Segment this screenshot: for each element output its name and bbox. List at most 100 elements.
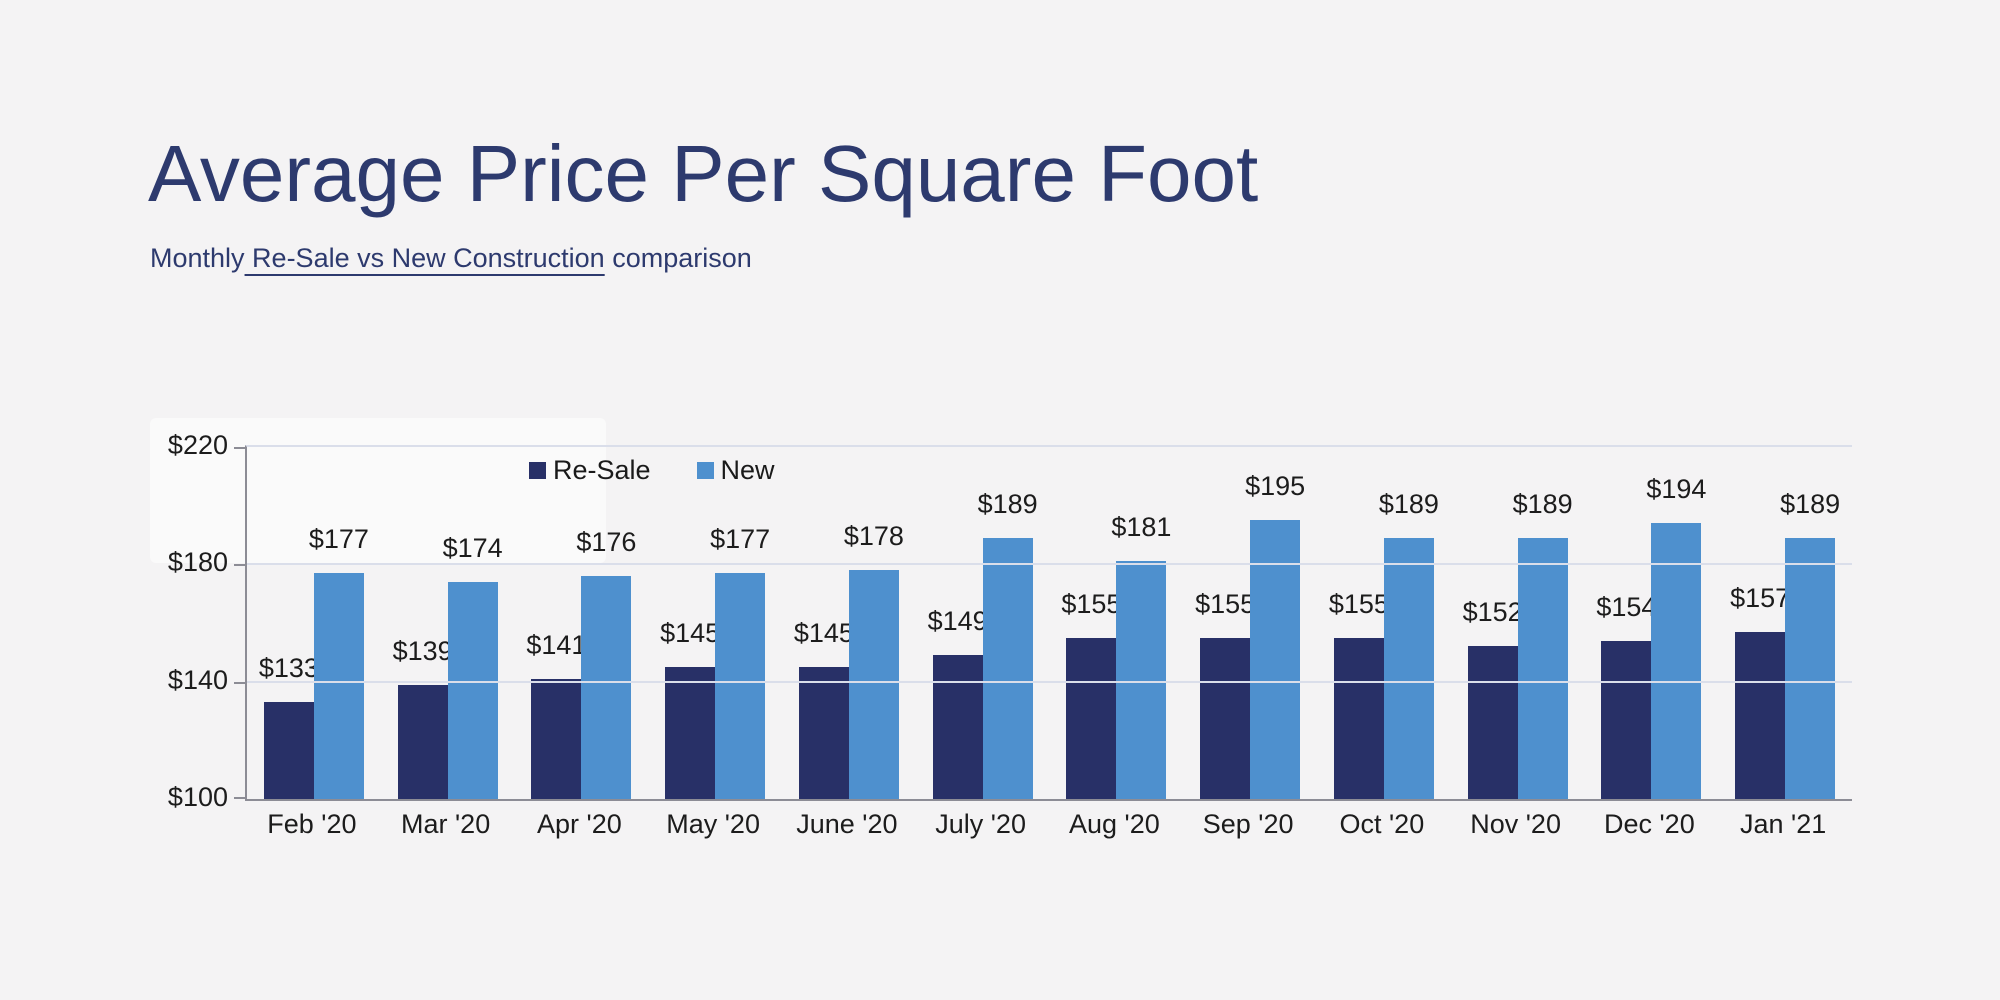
- bar-group: $152 $189: [1451, 447, 1585, 799]
- bar-pair: $155 $189: [1329, 489, 1439, 799]
- legend-item-new: New: [696, 455, 775, 486]
- x-axis-label: July '20: [935, 809, 1026, 839]
- bar-fill: [665, 667, 716, 799]
- bar-value-label: $174: [442, 532, 503, 563]
- bar-value-label: $155: [1195, 588, 1256, 619]
- bar-value-label: $152: [1462, 597, 1523, 628]
- x-axis-label: Sep '20: [1202, 809, 1294, 839]
- bar-new: $194: [1646, 474, 1706, 799]
- bar-fill: [1200, 637, 1251, 799]
- page-subtitle: Monthly Re-Sale vs New Construction comp…: [150, 243, 752, 274]
- bar-value-label: $155: [1061, 588, 1122, 619]
- legend-item-re-sale: Re-Sale: [529, 455, 651, 486]
- x-axis-label: Mar '20: [401, 809, 491, 839]
- bar-value-label: $189: [1512, 488, 1573, 519]
- bar-pair: $155 $181: [1061, 512, 1171, 799]
- plot-area: Re-Sale New $133 $177 $139 $174 $141 $176 $145 $…: [234, 445, 1852, 801]
- bar-new: $189: [1379, 489, 1439, 799]
- bar-fill: [1735, 631, 1786, 799]
- bar-fill: [313, 573, 364, 799]
- bar-fill: [397, 684, 448, 799]
- bar-fill: [932, 655, 983, 799]
- bar-value-label: $133: [258, 653, 319, 684]
- axis-tick: [234, 564, 245, 567]
- bar-value-label: $145: [660, 618, 721, 648]
- bar-pair: $133 $177: [259, 524, 369, 799]
- legend-label: New: [720, 455, 775, 485]
- bar-fill: [1250, 520, 1301, 799]
- bar-new: $189: [978, 489, 1038, 799]
- bar-re-sale: $145: [660, 618, 720, 799]
- gridline: [247, 563, 1852, 566]
- x-axis-label: Feb '20: [267, 809, 357, 839]
- bar-new: $189: [1513, 489, 1573, 799]
- bar-pair: $139 $174: [393, 533, 503, 799]
- y-axis-label: $140: [167, 664, 228, 695]
- bar-value-label: $139: [392, 635, 453, 666]
- legend-swatch-icon: [696, 462, 714, 479]
- axis-tick: [234, 681, 245, 684]
- highlight-overlay: [150, 418, 606, 563]
- bar-fill: [1333, 637, 1384, 799]
- bar-pair: $155 $195: [1195, 471, 1305, 799]
- bar-new: $181: [1111, 512, 1171, 799]
- y-axis-label: $100: [167, 782, 228, 812]
- bar-re-sale: $145: [794, 618, 854, 799]
- bar-fill: [447, 581, 498, 799]
- bar-re-sale: $133: [259, 653, 319, 799]
- bar-group: $141 $176: [515, 447, 649, 799]
- bar-fill: [1467, 646, 1518, 799]
- bar-fill: [798, 667, 849, 799]
- y-axis-label: $220: [167, 430, 228, 460]
- bar-re-sale: $155: [1061, 589, 1121, 799]
- bar-new: $189: [1780, 489, 1840, 799]
- subtitle-suffix: comparison: [604, 243, 752, 273]
- bar-group: $133 $177: [247, 447, 381, 799]
- bar-pair: $157 $189: [1730, 489, 1840, 799]
- page-title: Average Price Per Square Foot: [148, 129, 1259, 218]
- bar-value-label: $149: [927, 606, 988, 637]
- axis-tick: [234, 797, 245, 799]
- legend-swatch-icon: [529, 462, 546, 479]
- x-axis-label: Oct '20: [1339, 809, 1425, 839]
- y-axis-label: $180: [167, 547, 228, 578]
- bar-group: $145 $177: [648, 447, 782, 799]
- bar-fill: [581, 576, 632, 799]
- chart-legend: Re-Sale New: [529, 455, 775, 486]
- bar-fill: [1116, 561, 1167, 799]
- bar-value-label: $195: [1245, 471, 1306, 502]
- bar-value-label: $194: [1646, 474, 1707, 505]
- bar-pair: $141 $176: [526, 527, 636, 799]
- bar-groups: $133 $177 $139 $174 $141 $176 $145 $177 $145 $178…: [247, 447, 1852, 799]
- bar-pair: $152 $189: [1463, 489, 1573, 799]
- bar-fill: [715, 573, 766, 799]
- x-axis-label: Apr '20: [537, 809, 622, 839]
- x-axis-label: June '20: [796, 809, 898, 839]
- bar-group: $145 $178: [782, 447, 916, 799]
- bar-re-sale: $155: [1195, 589, 1255, 799]
- subtitle-prefix: Monthly: [150, 243, 245, 273]
- bar-fill: [1383, 537, 1434, 799]
- bar-pair: $149 $189: [928, 489, 1038, 799]
- bar-pair: $145 $177: [660, 524, 770, 799]
- bar-fill: [982, 537, 1033, 799]
- bar-fill: [848, 570, 899, 799]
- bar-group: $157 $189: [1718, 447, 1852, 799]
- x-axis-label: May '20: [666, 809, 760, 839]
- bar-group: $155 $195: [1183, 447, 1317, 799]
- bar-value-label: $178: [843, 521, 904, 552]
- bar-value-label: $177: [710, 524, 771, 555]
- bar-group: $139 $174: [381, 447, 515, 799]
- bar-pair: $154 $194: [1596, 474, 1706, 799]
- bar-value-label: $176: [576, 527, 637, 558]
- bar-fill: [1601, 640, 1652, 799]
- bar-fill: [1066, 637, 1117, 799]
- bar-new: $177: [710, 524, 770, 799]
- bar-value-label: $189: [1378, 488, 1439, 519]
- axis-tick: [234, 447, 245, 449]
- bar-value-label: $189: [977, 488, 1038, 519]
- bar-fill: [1517, 537, 1568, 799]
- bar-new: $177: [309, 524, 369, 799]
- bar-value-label: $189: [1780, 488, 1841, 519]
- x-axis-label: Aug '20: [1069, 809, 1160, 839]
